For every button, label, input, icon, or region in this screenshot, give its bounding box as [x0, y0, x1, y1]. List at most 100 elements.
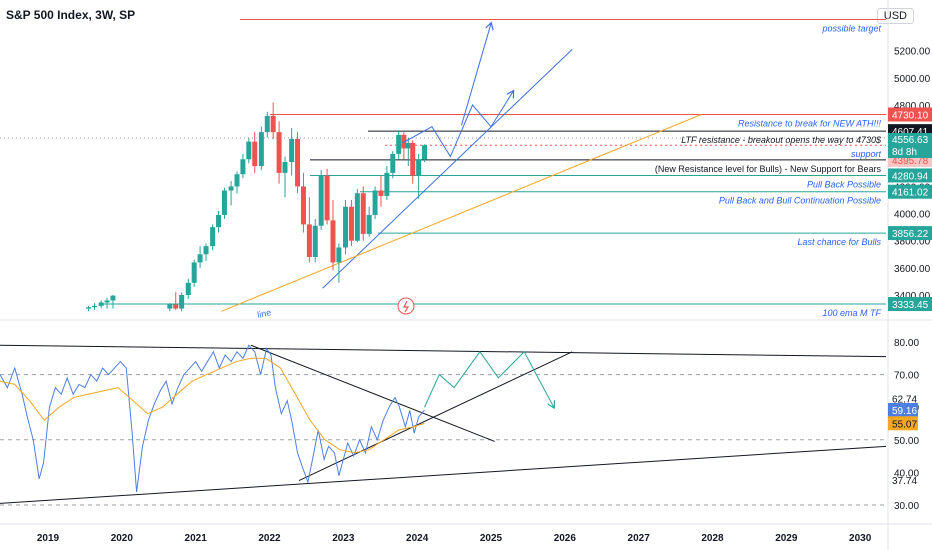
rsi-value-bg — [888, 402, 918, 417]
candle-body — [354, 193, 360, 241]
time-tick-label: 2021 — [185, 533, 208, 544]
candle-body — [405, 143, 411, 149]
time-tick-label: 2025 — [480, 533, 503, 544]
candle-body — [240, 159, 246, 175]
price-tick-label: 4000.00 — [894, 210, 931, 221]
rsi-trend-line — [298, 351, 573, 482]
currency-selector[interactable]: USD — [876, 8, 914, 24]
rsi-value-label: 62.74 — [892, 394, 917, 405]
price-tick-label: 3800.00 — [894, 237, 931, 248]
level-label-support: support — [851, 149, 882, 159]
candle-body — [185, 282, 191, 295]
rsi-trend-line — [250, 344, 495, 442]
candle-body — [390, 153, 396, 173]
rsi-pane — [0, 344, 887, 506]
time-tick-label: 2024 — [406, 533, 429, 544]
level-label-continuation: Pull Back and Bull Continuation Possible — [719, 196, 881, 206]
candle-body — [246, 141, 252, 160]
candle-body — [360, 193, 366, 234]
price-label-last-chance: 3856.22 — [892, 229, 929, 240]
candle-body — [336, 247, 342, 263]
candle-body — [191, 262, 197, 283]
rsi-tick-label: 80.00 — [894, 338, 919, 349]
candle-body — [384, 172, 390, 196]
candle-body — [282, 162, 288, 173]
candle-body — [312, 225, 318, 257]
price-label-ath: 4730.10 — [892, 110, 929, 121]
flash-icon — [403, 300, 410, 313]
time-tick-label: 2030 — [849, 533, 872, 544]
rsi-tick-label: 30.00 — [894, 501, 919, 512]
price-tick-label: 3400.00 — [894, 291, 931, 302]
candle-body — [264, 115, 270, 133]
rsi-value-bg — [888, 416, 918, 431]
rsi-value-label: 59.16 — [892, 406, 917, 417]
candle-body — [252, 141, 258, 167]
candle-body — [366, 214, 372, 234]
candle-body — [210, 227, 216, 247]
candle-body — [289, 138, 295, 162]
price-tick-label: 4800.00 — [894, 101, 931, 112]
rsi-projection — [424, 350, 554, 407]
price-label-bg-last-chance — [888, 226, 932, 241]
time-axis: 2019 2020 2021 2022 2023 2024 2025 2026 2027 2028… — [37, 533, 872, 544]
candle-body — [300, 186, 306, 225]
candle-body — [197, 254, 203, 263]
level-label-pullback: Pull Back Possible — [807, 179, 881, 189]
candle-body — [396, 134, 402, 154]
time-tick-label: 2020 — [111, 533, 134, 544]
rsi-trend-line — [0, 445, 887, 504]
time-tick-label: 2029 — [775, 533, 798, 544]
extra-label-bg — [888, 145, 932, 158]
price-label-continuation: 4161.02 — [892, 188, 929, 199]
time-tick-label: 2028 — [701, 533, 724, 544]
rsi-tick-label: 70.00 — [894, 371, 919, 382]
rsi-value-label: 37.74 — [892, 476, 917, 487]
candle-body — [422, 145, 428, 160]
price-label-bg-ema100 — [888, 297, 932, 312]
rsi-tick-label: 50.00 — [894, 436, 919, 447]
time-tick-label: 2027 — [628, 533, 651, 544]
candle-body — [216, 214, 222, 228]
trend-line-blue — [322, 48, 573, 289]
rsi-tick-label: 40.00 — [894, 468, 919, 479]
level-label-ath: Resistance to break for NEW ATH!!! — [738, 118, 882, 128]
time-tick-label: 2026 — [554, 533, 577, 544]
alert-marker-icon — [397, 297, 415, 315]
rsi-trend-line — [0, 344, 887, 358]
extra-label: 8d 8h — [892, 147, 917, 158]
candle-body — [167, 304, 173, 309]
rsi-line — [0, 344, 425, 493]
price-tick-label: 5000.00 — [894, 74, 931, 85]
candle-body — [270, 115, 276, 133]
price-label-new-res: 4395.78 — [892, 156, 929, 167]
time-tick-label: 2022 — [258, 533, 281, 544]
candle-body — [173, 304, 179, 309]
rsi_ma-line — [0, 357, 425, 454]
level-label-possible target: possible target — [821, 24, 881, 34]
candle-body — [276, 132, 282, 173]
candle-body — [330, 220, 336, 263]
candle-body — [98, 302, 104, 306]
candle-body — [318, 175, 324, 226]
candle-body — [234, 174, 240, 187]
level-label-ltf: LTF resistance - breakout opens the way … — [681, 135, 882, 145]
candle-body — [295, 138, 301, 187]
level-label-new-res: (New Resistance level for Bulls) - New S… — [655, 164, 882, 174]
candle-body — [306, 224, 312, 257]
candle-body — [410, 143, 416, 176]
price-label-pullback: 4280.94 — [892, 171, 929, 182]
level-label-ema100: 100 ema M TF — [822, 308, 881, 318]
time-tick-label: 2023 — [332, 533, 355, 544]
candle-body — [348, 206, 354, 241]
candle-body — [221, 190, 227, 215]
price-label-bg-continuation — [888, 184, 932, 199]
price-label-bg-ath — [888, 107, 932, 122]
price-label-bg-pullback — [888, 168, 932, 183]
projection-arrow — [460, 24, 491, 126]
trend-line-orange — [221, 114, 702, 312]
candle-body — [416, 159, 422, 176]
candle-body — [86, 307, 92, 309]
